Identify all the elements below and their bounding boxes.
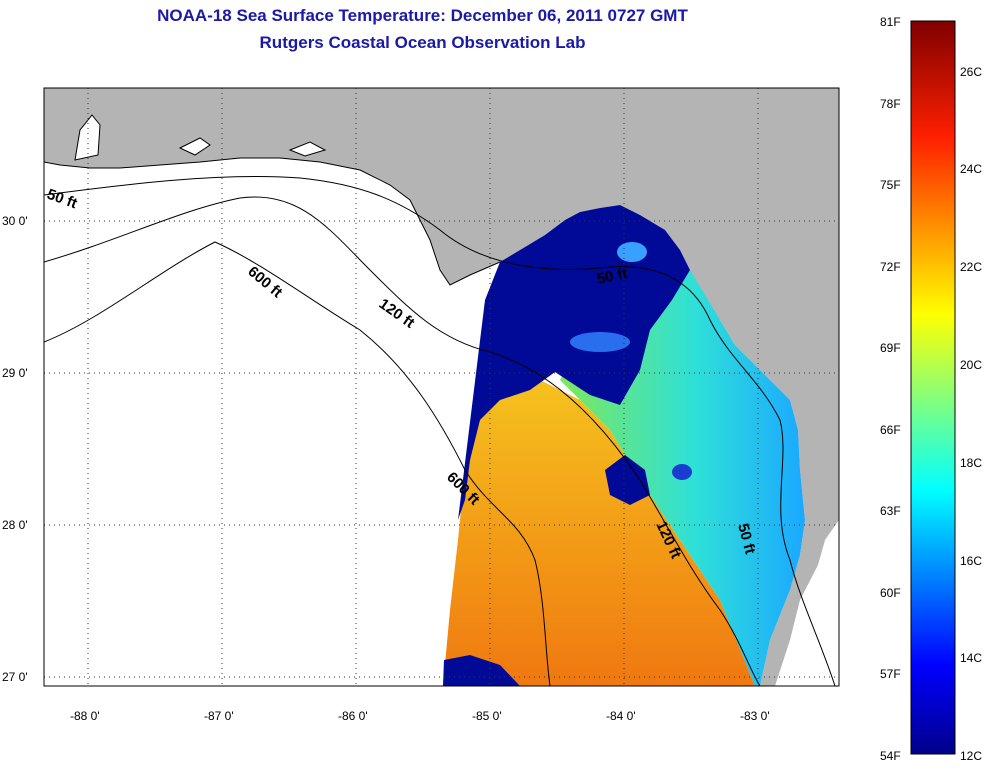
colorbar-f-label: 69F [880,341,901,355]
colorbar-f-label: 75F [880,178,901,192]
sst-patch [617,242,647,262]
sst-warm-region [443,380,755,686]
colorbar-c-label: 16C [960,554,982,568]
sst-cold-patch-mid [605,455,650,505]
lat-axis: 30 0' 29 0' 28 0' 27 0' [2,214,28,684]
lon-tick-label: -85 0' [472,709,502,723]
colorbar-c-label: 20C [960,358,982,372]
lat-tick-label: 30 0' [2,214,28,228]
colorbar-f-labels: 81F 78F 75F 72F 69F 66F 63F 60F 57F 54F [880,15,901,763]
lon-tick-label: -86 0' [338,709,368,723]
colorbar-c-label: 26C [960,65,982,79]
colorbar-c-labels: 26C 24C 22C 20C 18C 16C 14C 12C [960,65,982,763]
lon-tick-label: -84 0' [606,709,636,723]
colorbar-c-label: 22C [960,260,982,274]
colorbar-f-label: 78F [880,97,901,111]
lon-axis: -88 0' -87 0' -86 0' -85 0' -84 0' -83 0… [70,709,770,723]
map-area [44,88,839,686]
colorbar: 81F 78F 75F 72F 69F 66F 63F 60F 57F 54F … [880,15,982,763]
colorbar-f-label: 72F [880,260,901,274]
bathymetry-contours [44,175,836,686]
colorbar-f-label: 54F [880,749,901,763]
contour-600ft [44,241,551,686]
colorbar-gradient [910,20,956,755]
colorbar-c-label: 12C [960,749,982,763]
colorbar-f-label: 60F [880,586,901,600]
contour-label: 50 ft [595,265,629,288]
lat-tick-label: 29 0' [2,366,28,380]
map-frame [43,87,840,687]
lat-tick-label: 28 0' [2,518,28,532]
colorbar-c-label: 14C [960,651,982,665]
colorbar-c-label: 24C [960,162,982,176]
colorbar-f-label: 63F [880,504,901,518]
colorbar-f-label: 57F [880,667,901,681]
lon-tick-label: -87 0' [204,709,234,723]
map-subtitle: Rutgers Coastal Ocean Observation Lab [259,33,586,52]
sst-cold-region [458,205,690,520]
contour-120ft [44,196,761,686]
land-mass [44,88,839,686]
coastline [44,157,501,286]
map-title: NOAA-18 Sea Surface Temperature: Decembe… [157,6,688,25]
colorbar-f-label: 81F [880,15,901,29]
sst-patch [672,464,692,480]
colorbar-f-label: 66F [880,423,901,437]
sst-cold-patch-south [443,655,520,686]
contour-50ft [44,175,836,686]
white-lakes [74,114,327,161]
sst-patch [570,332,630,352]
colorbar-c-label: 18C [960,456,982,470]
lon-tick-label: -83 0' [740,709,770,723]
lon-tick-label: -88 0' [70,709,100,723]
lat-tick-label: 27 0' [2,670,28,684]
